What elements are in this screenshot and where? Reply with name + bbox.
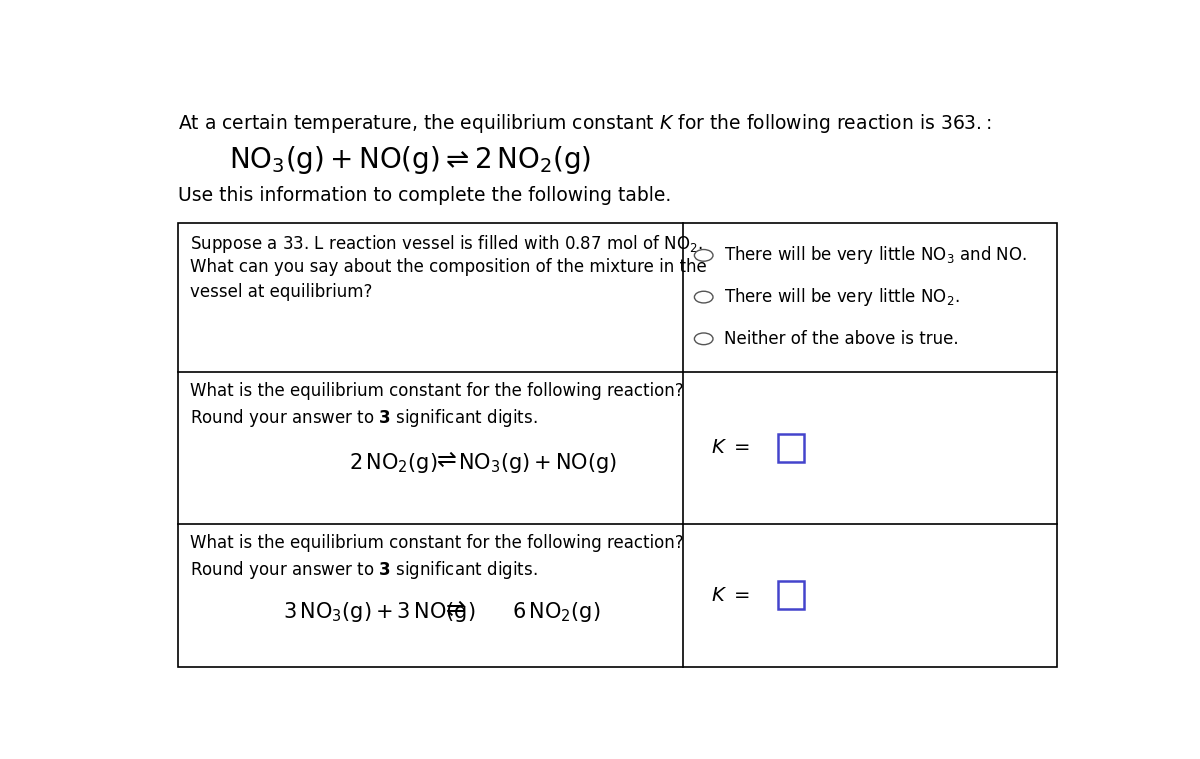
FancyBboxPatch shape	[178, 222, 1057, 666]
Text: There will be very little NO$_2$.: There will be very little NO$_2$.	[724, 286, 960, 308]
Text: At a certain temperature, the equilibrium constant $K$ for the following reactio: At a certain temperature, the equilibriu…	[178, 112, 991, 134]
Text: $\mathrm{NO_3(g) + NO(g) \rightleftharpoons 2\,NO_2(g)}$: $\mathrm{NO_3(g) + NO(g) \rightleftharpo…	[229, 143, 592, 175]
Text: $\rightleftharpoons$: $\rightleftharpoons$	[432, 448, 457, 472]
Text: $6\,\mathrm{NO_2(g)}$: $6\,\mathrm{NO_2(g)}$	[512, 600, 600, 624]
FancyBboxPatch shape	[778, 433, 804, 461]
Text: Round your answer to $\mathbf{3}$ significant digits.: Round your answer to $\mathbf{3}$ signif…	[190, 559, 538, 581]
Circle shape	[695, 250, 713, 261]
Text: $2\,\mathrm{NO_2(g)}$: $2\,\mathrm{NO_2(g)}$	[349, 451, 438, 474]
Text: What can you say about the composition of the mixture in the: What can you say about the composition o…	[190, 258, 707, 276]
Text: $K\ =$: $K\ =$	[712, 586, 750, 605]
Text: $\rightleftharpoons$: $\rightleftharpoons$	[442, 597, 467, 621]
Text: $\mathrm{NO_3(g)+NO(g)}$: $\mathrm{NO_3(g)+NO(g)}$	[458, 451, 617, 474]
Text: Round your answer to $\mathbf{3}$ significant digits.: Round your answer to $\mathbf{3}$ signif…	[190, 408, 538, 430]
FancyBboxPatch shape	[778, 581, 804, 609]
Text: What is the equilibrium constant for the following reaction?: What is the equilibrium constant for the…	[190, 382, 684, 400]
Text: $3\,\mathrm{NO_3(g)+3\,NO(g)}$: $3\,\mathrm{NO_3(g)+3\,NO(g)}$	[283, 600, 475, 624]
Text: Neither of the above is true.: Neither of the above is true.	[724, 330, 959, 348]
Text: vessel at equilibrium?: vessel at equilibrium?	[190, 283, 372, 301]
Circle shape	[695, 291, 713, 303]
Text: Suppose a 33. L reaction vessel is filled with 0.87 mol of NO$_2$.: Suppose a 33. L reaction vessel is fille…	[190, 233, 703, 255]
Text: $K\ =$: $K\ =$	[712, 438, 750, 457]
Circle shape	[695, 333, 713, 345]
Text: What is the equilibrium constant for the following reaction?: What is the equilibrium constant for the…	[190, 534, 684, 552]
Text: Use this information to complete the following table.: Use this information to complete the fol…	[178, 186, 671, 205]
Text: There will be very little NO$_3$ and NO.: There will be very little NO$_3$ and NO.	[724, 244, 1027, 266]
